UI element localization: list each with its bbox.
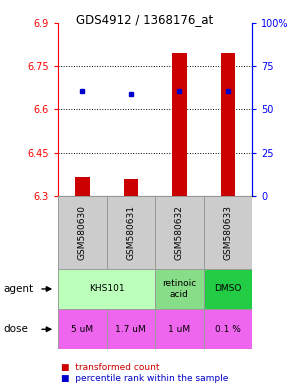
Text: dose: dose	[3, 324, 28, 334]
Text: GSM580630: GSM580630	[78, 205, 87, 260]
Text: retinoic
acid: retinoic acid	[162, 279, 197, 299]
Text: 0.1 %: 0.1 %	[215, 325, 241, 334]
Bar	[106, 196, 155, 269]
Text: GDS4912 / 1368176_at: GDS4912 / 1368176_at	[76, 13, 214, 26]
Bar	[155, 196, 204, 269]
Bar	[58, 269, 155, 309]
Bar	[106, 309, 155, 349]
Text: 1.7 uM: 1.7 uM	[115, 325, 146, 334]
Bar	[155, 269, 204, 309]
Bar	[221, 53, 235, 196]
Text: DMSO: DMSO	[214, 285, 242, 293]
Bar	[124, 179, 138, 196]
Text: agent: agent	[3, 284, 33, 294]
Text: KHS101: KHS101	[89, 285, 124, 293]
Bar	[172, 53, 187, 196]
Bar	[75, 177, 90, 196]
Bar	[155, 309, 204, 349]
Bar	[58, 196, 106, 269]
Text: ■  percentile rank within the sample: ■ percentile rank within the sample	[61, 374, 228, 383]
Text: GSM580631: GSM580631	[126, 205, 135, 260]
Text: GSM580633: GSM580633	[224, 205, 233, 260]
Bar	[58, 309, 106, 349]
Text: 1 uM: 1 uM	[168, 325, 191, 334]
Text: GSM580632: GSM580632	[175, 205, 184, 260]
Bar	[204, 269, 252, 309]
Bar	[204, 196, 252, 269]
Bar	[204, 309, 252, 349]
Text: 5 uM: 5 uM	[71, 325, 93, 334]
Text: ■  transformed count: ■ transformed count	[61, 363, 160, 372]
